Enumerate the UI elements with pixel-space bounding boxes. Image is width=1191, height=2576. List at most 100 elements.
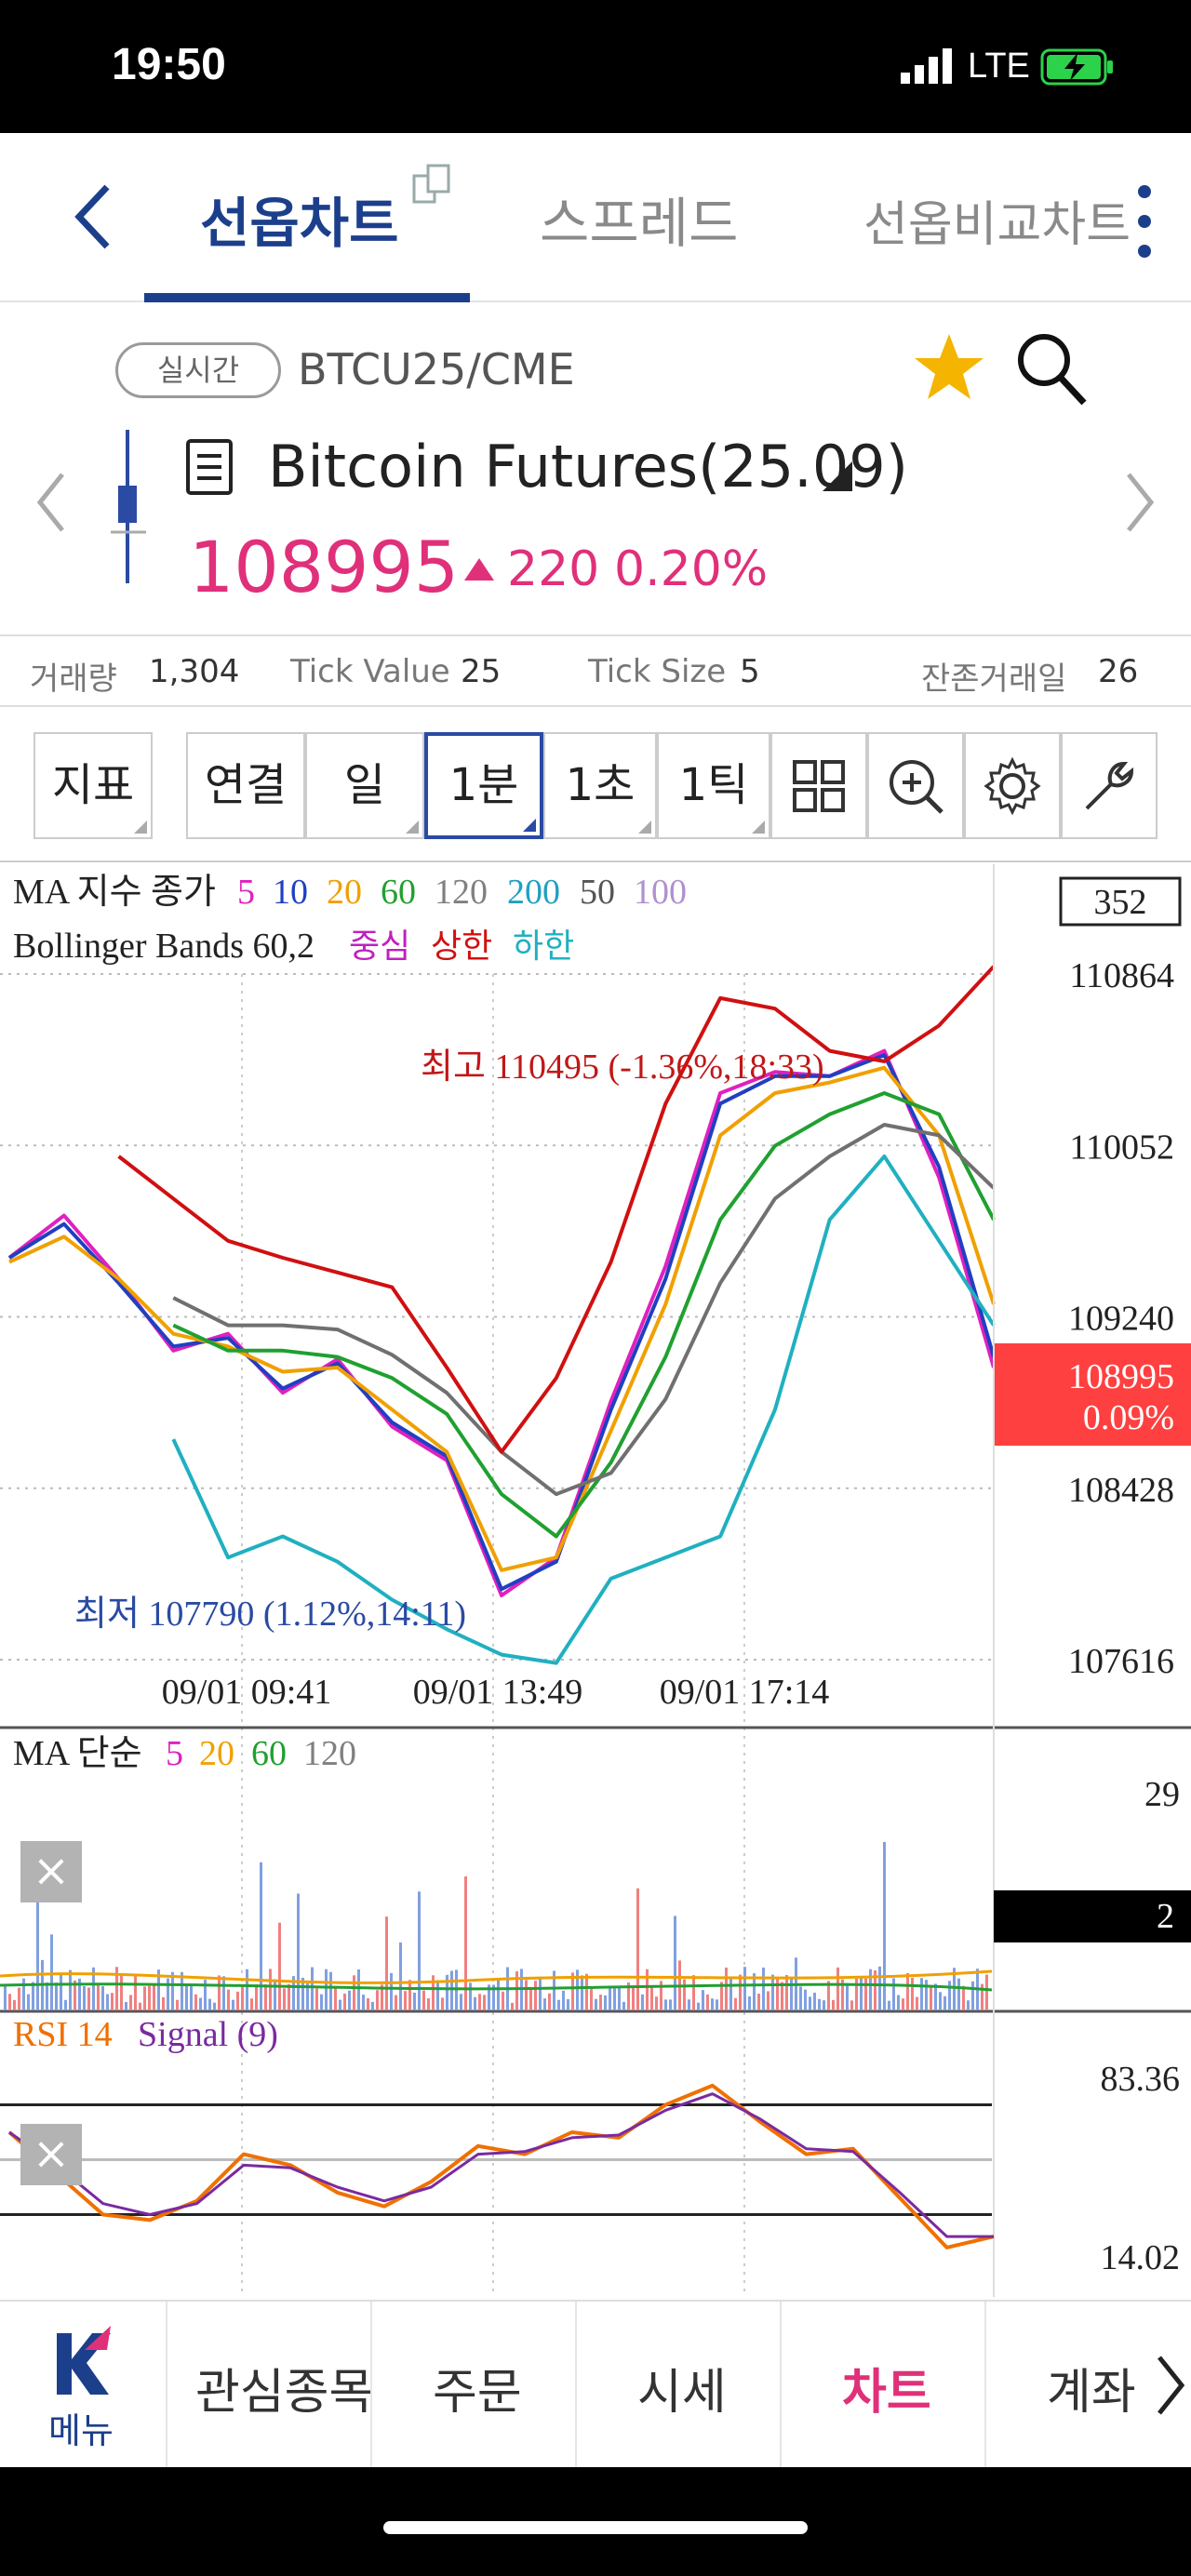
realtime-badge[interactable]: 실시간 [115, 342, 281, 398]
nav-chart[interactable]: 차트 [842, 2365, 931, 2421]
volume-bar [185, 1984, 188, 2010]
volume-bar [418, 1891, 421, 2010]
volume-bar [194, 1994, 197, 2010]
y-tick-label: 110864 [1069, 956, 1174, 995]
volume-bar [199, 1997, 202, 2010]
close-rsi-panel-button[interactable]: × [20, 2124, 82, 2185]
bb-legend-lower: 하한 [513, 928, 574, 966]
indicator-button[interactable]: 지표 [33, 732, 153, 839]
volume-bar [660, 1981, 662, 2010]
gear-icon [984, 756, 1041, 816]
settings-button[interactable] [964, 732, 1061, 839]
volume-bar [315, 1988, 318, 2010]
ma-legend-period: 5 [237, 873, 255, 912]
volume-bar [390, 1972, 393, 2010]
document-icon[interactable] [184, 437, 234, 497]
volume-bar [422, 1990, 425, 2010]
volume-bar [860, 1976, 863, 2010]
tab-compare-chart[interactable]: 선옵비교차트 [863, 197, 1131, 253]
volume-bar [650, 1987, 653, 2010]
volume-bar [343, 1993, 346, 2010]
volume-bar [353, 1975, 355, 2010]
tab-futures-chart[interactable]: 선옵차트 [200, 192, 399, 255]
tab-spread[interactable]: 스프레드 [540, 192, 739, 255]
dropdown-triangle-icon[interactable] [819, 458, 856, 495]
volume-bar [492, 1984, 495, 2010]
volume-bar [930, 1986, 932, 2010]
volume-bar [157, 1969, 160, 2010]
volume-bar [367, 1997, 369, 2010]
ma-legend-period: 50 [580, 873, 615, 912]
volume-bars [0, 1841, 993, 2010]
nav-quotes[interactable]: 시세 [637, 2365, 727, 2421]
volume-bar [50, 1934, 53, 2010]
nav-more-chevron-icon[interactable] [1154, 2353, 1187, 2418]
prev-instrument-icon[interactable] [33, 470, 70, 535]
volume-bar [864, 1978, 867, 2010]
current-price-label: 108995 [1068, 1357, 1174, 1396]
volume-bar [767, 1991, 769, 2010]
volume-bar [115, 1967, 118, 2010]
rsi-legend: RSI 14 [13, 2015, 113, 2054]
volume-bar [753, 1973, 756, 2010]
rsi-line [7, 2083, 995, 2249]
volume-bar [413, 1992, 416, 2010]
y-tick-label: 109240 [1068, 1300, 1174, 1339]
instrument-name[interactable]: Bitcoin Futures(25.09) [268, 433, 908, 501]
volume-bar [725, 1968, 728, 2010]
nav-watchlist[interactable]: 관심종목 [195, 2365, 374, 2421]
status-bar: 19:50 LTE [0, 0, 1191, 133]
popout-icon[interactable] [411, 163, 452, 206]
volume-bar [836, 1967, 839, 2010]
vol-legend-period: 20 [199, 1734, 234, 1773]
period-1min-label: 1분 [448, 759, 519, 811]
ma-legend-period: 100 [634, 873, 687, 912]
volume-bar [934, 1983, 937, 2010]
chart-area[interactable]: MA 지수 종가 5 10 20 60 120 200 50 100 Bollinger Ba… [0, 864, 1191, 2297]
volume-bar [557, 1999, 560, 2010]
volume-bar [213, 2002, 216, 2010]
zoom-button[interactable] [867, 732, 964, 839]
volume-bar [529, 1989, 532, 2010]
nav-account[interactable]: 계좌 [1047, 2365, 1136, 2421]
volume-bar [776, 1976, 779, 2010]
volume-bar [622, 2001, 625, 2010]
more-icon[interactable] [1131, 175, 1158, 268]
volume-bar [841, 1979, 844, 2010]
layout-button[interactable] [770, 732, 867, 839]
volume-bar [92, 1967, 95, 2010]
volume-bar [548, 1993, 551, 2010]
search-icon[interactable] [1014, 330, 1089, 409]
menu-label[interactable]: 메뉴 [48, 2410, 114, 2451]
volume-bar [111, 1993, 114, 2010]
volume-bar [474, 1996, 476, 2010]
volume-bar [32, 1982, 34, 2010]
volume-bar [148, 1985, 151, 2010]
volume-bar [892, 1978, 895, 2010]
volume-bar [609, 1985, 611, 2010]
period-1tick-label: 1틱 [678, 759, 749, 811]
tools-button[interactable] [1061, 732, 1158, 839]
volume-bar [850, 2000, 853, 2010]
link-button[interactable]: 연결 [186, 732, 305, 839]
period-day-button[interactable]: 일 [305, 732, 424, 839]
vol-ma-line [0, 1982, 993, 1992]
link-label: 연결 [204, 759, 288, 811]
price-change: 220 [507, 541, 600, 597]
volume-bar [69, 1969, 72, 2010]
volume-bar [878, 1966, 881, 2010]
period-1min-button[interactable]: 1분 [424, 732, 543, 839]
volume-bar [488, 1984, 490, 2010]
volume-bar [562, 1990, 565, 2010]
volume-bar [329, 1971, 332, 2010]
nav-order[interactable]: 주문 [433, 2365, 522, 2421]
close-volume-panel-button[interactable]: × [20, 1841, 82, 1902]
volume-bar [683, 1979, 686, 2010]
next-instrument-icon[interactable] [1121, 470, 1158, 535]
back-icon[interactable] [65, 180, 121, 254]
star-icon[interactable] [912, 330, 986, 405]
period-1tick-button[interactable]: 1틱 [657, 732, 770, 839]
volume-bar [697, 2002, 700, 2010]
period-1sec-button[interactable]: 1초 [543, 732, 657, 839]
volume-bar [320, 1994, 323, 2010]
